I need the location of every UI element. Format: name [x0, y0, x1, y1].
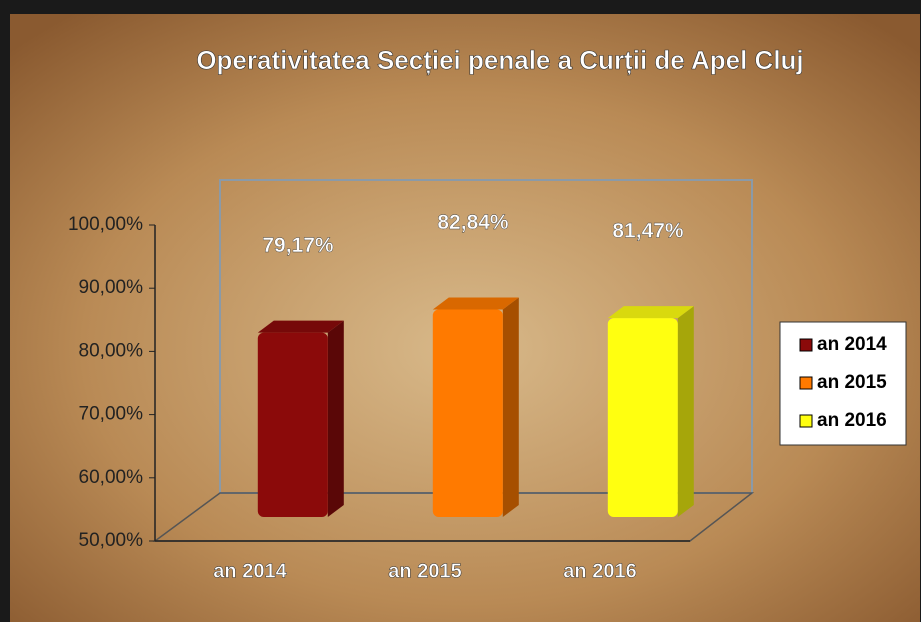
- bar: [608, 318, 678, 517]
- bar-side: [678, 306, 694, 517]
- chart: Operativitatea Secției penale a Curții d…: [0, 0, 921, 622]
- y-tick-label: 90,00%: [79, 277, 144, 298]
- legend-swatch: [800, 415, 812, 427]
- legend-label: an 2015: [817, 372, 887, 393]
- x-tick-label: an 2015: [388, 560, 461, 582]
- legend-swatch: [800, 377, 812, 389]
- legend-label: an 2016: [817, 410, 887, 431]
- chart-title: Operativitatea Secției penale a Curții d…: [196, 45, 803, 75]
- legend-swatch: [800, 339, 812, 351]
- y-tick-label: 60,00%: [79, 467, 144, 488]
- x-tick-label: an 2014: [213, 560, 287, 582]
- value-label: 79,17%: [262, 234, 334, 257]
- x-tick-label: an 2016: [563, 560, 636, 582]
- y-tick-label: 70,00%: [79, 404, 144, 425]
- y-tick-label: 80,00%: [79, 340, 144, 361]
- legend-label: an 2014: [817, 334, 887, 355]
- bar-side: [503, 297, 519, 517]
- y-tick-label: 100,00%: [68, 214, 143, 235]
- value-label: 82,84%: [437, 211, 509, 234]
- bar: [433, 309, 503, 517]
- value-label: 81,47%: [612, 220, 684, 243]
- bar-side: [328, 321, 344, 517]
- y-tick-label: 50,00%: [79, 530, 144, 551]
- bar: [258, 333, 328, 517]
